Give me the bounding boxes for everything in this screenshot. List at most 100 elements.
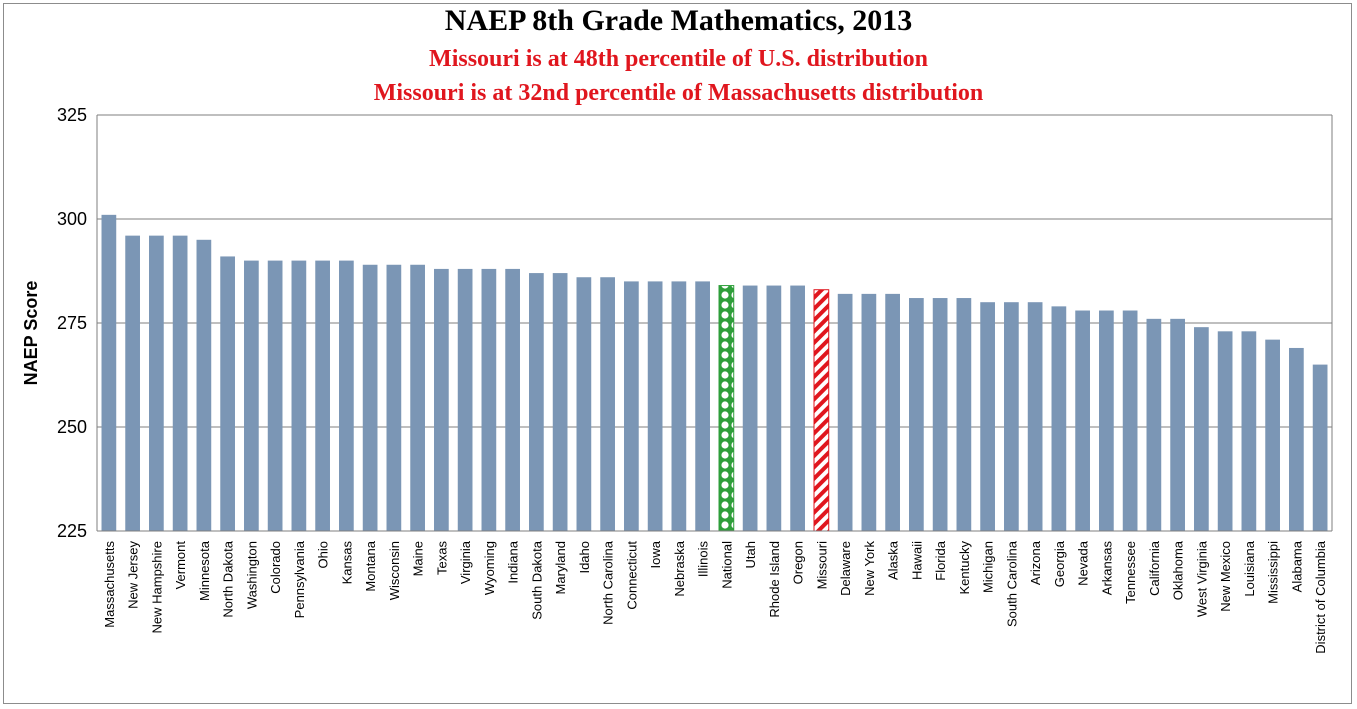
x-tick-tennessee: Tennessee [1123,541,1138,604]
x-tick-washington: Washington [244,541,259,609]
x-tick-kansas: Kansas [339,541,354,585]
x-tick-new-jersey: New Jersey [126,541,141,609]
x-tick-oregon: Oregon [791,541,806,584]
bar-nevada [1075,310,1090,531]
x-tick-iowa: Iowa [648,540,663,568]
x-tick-idaho: Idaho [577,541,592,574]
bar-oregon [790,285,805,531]
bar-new-jersey [125,235,140,531]
bar-utah [742,285,758,531]
x-tick-florida: Florida [933,540,948,581]
x-tick-new-mexico: New Mexico [1218,541,1233,612]
y-tick-250: 250 [57,417,87,437]
bar-wisconsin [386,264,402,531]
x-tick-wisconsin: Wisconsin [387,541,402,600]
bar-ohio [315,260,330,531]
x-tick-minnesota: Minnesota [197,540,212,601]
y-tick-300: 300 [57,209,87,229]
bar-virginia [457,268,473,531]
bars [101,214,1328,532]
bar-idaho [576,277,592,531]
y-tick-labels: 225 250 275 300 325 [57,105,87,541]
x-tick-oklahoma: Oklahoma [1171,540,1186,600]
bar-delaware [837,293,853,531]
y-axis-label: NAEP Score [21,281,41,386]
bar-oklahoma [1170,318,1185,531]
x-tick-ohio: Ohio [316,541,331,568]
bar-colorado [267,260,283,531]
bar-california [1146,318,1162,531]
bar-illinois [695,281,710,531]
bar-minnesota [196,239,212,532]
x-tick-delaware: Delaware [838,541,853,596]
x-tick-arizona: Arizona [1028,540,1043,585]
bar-alabama [1289,347,1304,531]
bar-rhode-island [766,285,782,531]
x-tick-north-dakota: North Dakota [221,540,236,617]
bar-iowa [647,281,663,531]
chart-subtitle-us: Missouri is at 48th percentile of U.S. d… [429,46,928,72]
x-tick-national: National [719,541,734,589]
bar-indiana [505,268,520,531]
bar-arkansas [1099,310,1114,531]
x-tick-labels: Massachusetts New Jersey New Hampshire Verm… [102,540,1328,653]
x-tick-new-hampshire: New Hampshire [149,541,164,633]
x-tick-mississippi: Mississippi [1266,541,1281,604]
bar-texas [434,268,449,531]
bar-tennessee [1122,310,1138,531]
y-tick-275: 275 [57,313,87,333]
bar-kentucky [956,298,972,531]
chart-subtitle-massachusetts: Missouri is at 32nd percentile of Massac… [373,80,984,106]
x-tick-north-carolina: North Carolina [601,540,616,625]
bar-georgia [1051,306,1067,531]
x-tick-vermont: Vermont [173,541,188,590]
bar-montana [362,264,378,531]
bar-missouri [813,289,830,532]
x-tick-montana: Montana [363,540,378,591]
bar-national [718,285,735,532]
bar-michigan [980,302,995,531]
x-tick-virginia: Virginia [458,540,473,584]
bar-new-mexico [1217,331,1233,531]
x-tick-texas: Texas [434,541,449,575]
bar-florida [932,298,948,531]
x-tick-colorado: Colorado [268,541,283,594]
x-tick-west-virginia: West Virginia [1194,540,1209,617]
x-tick-maine: Maine [411,541,426,576]
bar-nebraska [671,281,687,531]
x-tick-michigan: Michigan [981,541,996,593]
bar-new-york [861,293,877,531]
chart-title: NAEP 8th Grade Mathematics, 2013 [444,4,913,37]
bar-louisiana [1241,331,1257,531]
y-tick-325: 325 [57,105,87,125]
x-tick-pennsylvania: Pennsylvania [292,540,307,618]
x-tick-maryland: Maryland [553,541,568,594]
x-tick-utah: Utah [743,541,758,568]
bar-new-hampshire [149,235,164,531]
x-tick-nevada: Nevada [1076,540,1091,586]
axes [96,115,1333,532]
x-tick-california: California [1147,540,1162,596]
bar-wyoming [481,268,497,531]
bar-kansas [339,260,354,531]
x-tick-massachusetts: Massachusetts [102,541,117,628]
x-tick-south-dakota: South Dakota [529,540,544,620]
bar-west-virginia [1194,327,1209,531]
x-tick-nebraska: Nebraska [672,540,687,596]
bar-north-dakota [220,256,235,531]
x-tick-rhode-island: Rhode Island [767,541,782,618]
bar-massachusetts [101,214,117,531]
x-tick-kentucky: Kentucky [957,541,972,595]
bar-washington [244,260,259,531]
bar-maine [410,264,425,531]
x-tick-alaska: Alaska [886,540,901,580]
y-tick-225: 225 [57,521,87,541]
x-tick-new-york: New York [862,541,877,596]
bar-vermont [172,235,188,531]
x-tick-indiana: Indiana [506,540,521,583]
x-tick-district-of-columbia: District of Columbia [1313,540,1328,653]
bar-district-of-columbia [1312,364,1328,531]
bar-alaska [885,293,900,531]
bar-arizona [1027,302,1043,531]
